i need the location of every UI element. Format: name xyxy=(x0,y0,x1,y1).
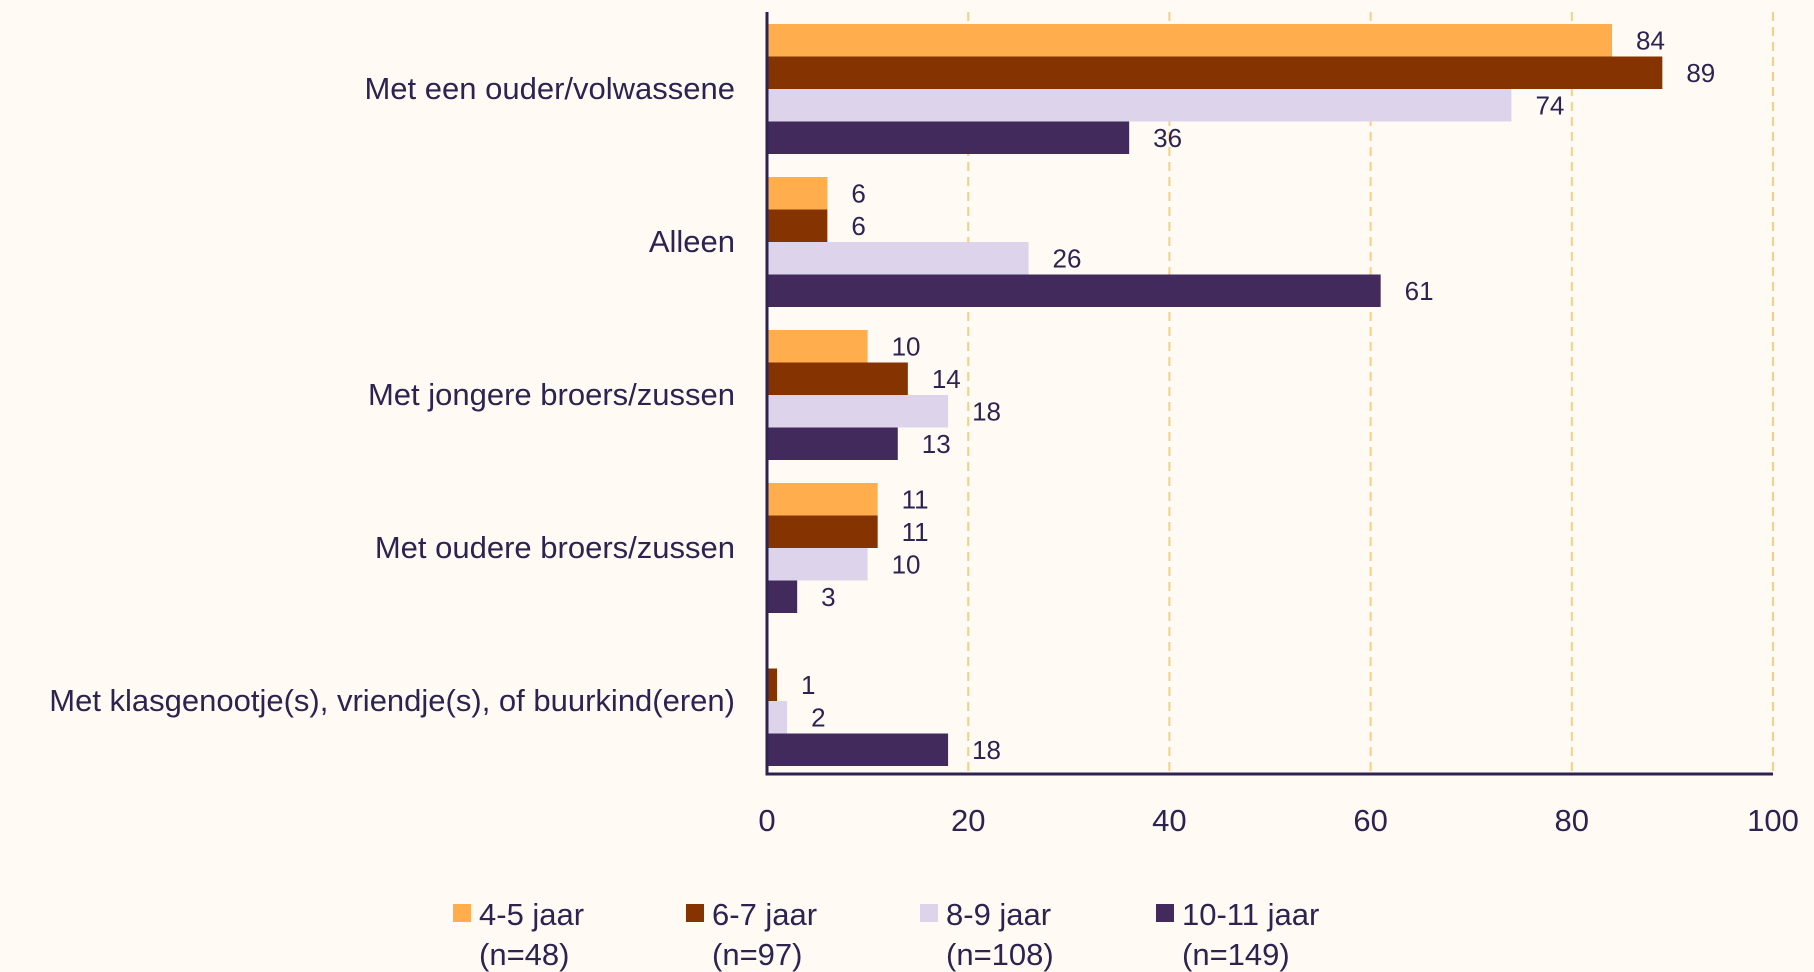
bar xyxy=(767,330,868,363)
data-label: 84 xyxy=(1636,25,1665,55)
bar xyxy=(767,701,788,734)
x-tick-label: 20 xyxy=(951,803,985,838)
bar xyxy=(767,548,868,581)
data-label: 26 xyxy=(1053,243,1082,273)
bar xyxy=(767,89,1512,122)
gridlines xyxy=(967,12,1774,774)
data-label: 13 xyxy=(922,429,951,459)
data-label: 61 xyxy=(1405,276,1434,306)
legend-sublabel: (n=108) xyxy=(946,937,1054,972)
bars xyxy=(767,24,1663,766)
data-label: 6 xyxy=(851,211,865,241)
bar xyxy=(767,24,1613,57)
data-label: 10 xyxy=(892,331,921,361)
legend-sublabel: (n=48) xyxy=(479,937,569,972)
legend-swatch xyxy=(920,904,938,922)
x-tick-label: 80 xyxy=(1555,803,1589,838)
data-label: 11 xyxy=(902,484,929,514)
legend-label: 4-5 jaar xyxy=(479,897,584,932)
data-label: 89 xyxy=(1686,58,1715,88)
x-tick-label: 60 xyxy=(1353,803,1387,838)
bar xyxy=(767,395,949,428)
x-tick-label: 40 xyxy=(1152,803,1186,838)
bar xyxy=(767,580,798,613)
x-tick-label: 0 xyxy=(758,803,775,838)
bar xyxy=(767,483,878,516)
bar xyxy=(767,56,1663,89)
data-label: 14 xyxy=(932,364,961,394)
data-label: 2 xyxy=(811,702,825,732)
data-label: 3 xyxy=(821,582,835,612)
bar xyxy=(767,362,908,395)
bar xyxy=(767,209,828,242)
data-label: 10 xyxy=(892,549,921,579)
x-tick-label: 100 xyxy=(1747,803,1799,838)
legend-label: 10-11 jaar xyxy=(1182,897,1319,932)
category-label: Met jongere broers/zussen xyxy=(368,377,735,412)
bar xyxy=(767,427,898,460)
bar xyxy=(767,177,828,210)
legend: 4-5 jaar (n=48) 6-7 jaar (n=97) 8-9 jaar (n=1… xyxy=(453,897,1319,972)
bar xyxy=(767,515,878,548)
legend-label: 8-9 jaar xyxy=(946,897,1051,932)
data-label: 1 xyxy=(801,670,815,700)
category-label: Alleen xyxy=(649,224,735,259)
data-label: 18 xyxy=(972,396,1001,426)
bar xyxy=(767,733,949,766)
bar xyxy=(767,121,1130,154)
bar xyxy=(767,274,1381,307)
legend-swatch xyxy=(1156,904,1174,922)
category-label: Met een ouder/volwassene xyxy=(364,71,735,106)
category-label: Met klasgenootje(s), vriendje(s), of buu… xyxy=(49,683,735,718)
data-label: 74 xyxy=(1535,90,1564,120)
legend-sublabel: (n=149) xyxy=(1182,937,1290,972)
legend-swatch xyxy=(686,904,704,922)
legend-swatch xyxy=(453,904,471,922)
legend-label: 6-7 jaar xyxy=(712,897,817,932)
bar xyxy=(767,668,778,701)
bar xyxy=(767,242,1029,275)
data-label: 6 xyxy=(851,178,865,208)
axes xyxy=(765,12,1773,776)
data-label: 18 xyxy=(972,735,1001,765)
legend-sublabel: (n=97) xyxy=(712,937,802,972)
data-label: 36 xyxy=(1153,123,1182,153)
data-label: 11 xyxy=(902,517,929,547)
category-label: Met oudere broers/zussen xyxy=(375,530,735,565)
